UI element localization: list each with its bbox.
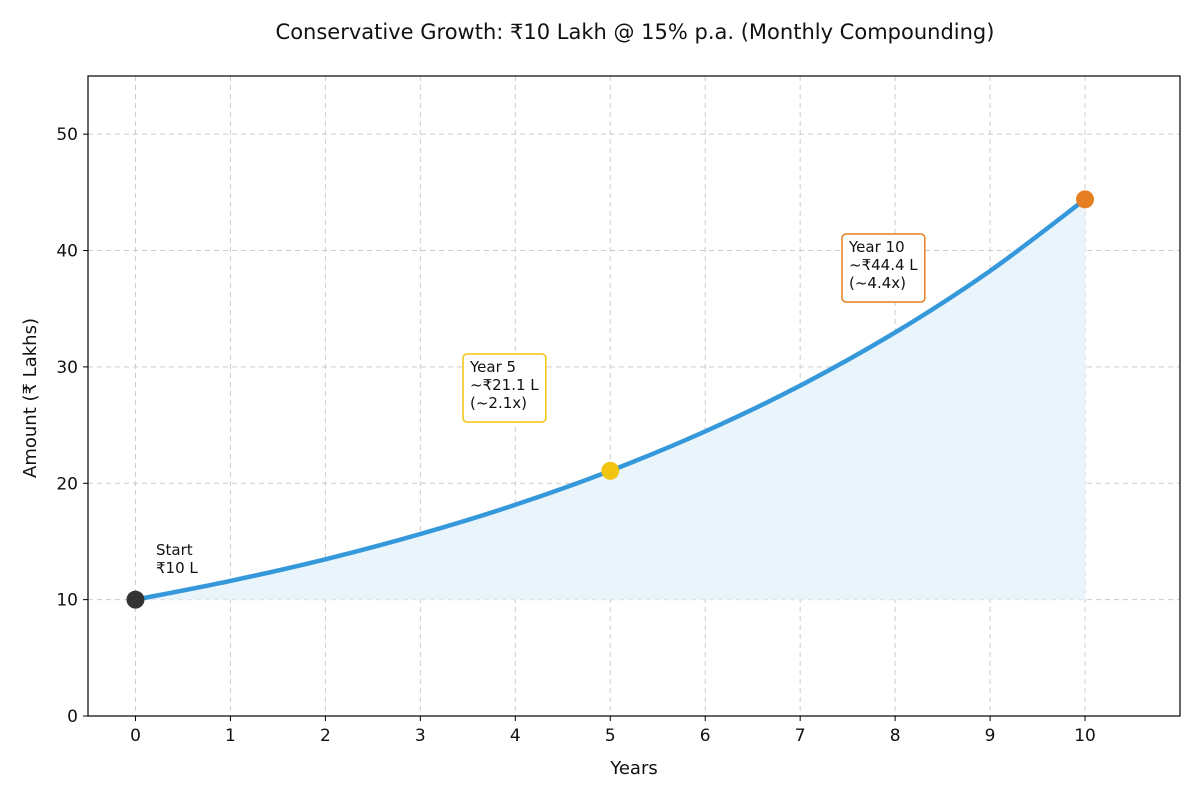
- x-tick-label: 0: [130, 726, 141, 746]
- x-tick-label: 2: [320, 726, 331, 746]
- y-axis-label: Amount (₹ Lakhs): [20, 318, 41, 478]
- y-tick-label: 50: [56, 125, 78, 145]
- annotation-box: [462, 353, 547, 423]
- x-tick-label: 5: [605, 726, 616, 746]
- data-point-marker: [1076, 190, 1095, 209]
- annotation-text: Year 10: [848, 238, 905, 256]
- annotation: Year 10~₹44.4 L(~4.4x): [841, 233, 926, 303]
- y-tick-label: 30: [56, 358, 78, 378]
- area-fill: [135, 199, 1086, 600]
- y-tick-label: 40: [56, 242, 78, 262]
- annotation-box: [841, 233, 926, 303]
- x-tick-label: 10: [1074, 726, 1096, 746]
- x-tick-label: 8: [890, 726, 901, 746]
- annotation-text: (~2.1x): [470, 394, 527, 412]
- annotation-text: ₹10 L: [156, 559, 198, 577]
- annotation-text: ~₹44.4 L: [849, 256, 918, 274]
- data-point-marker: [601, 461, 620, 480]
- x-tick-label: 6: [700, 726, 711, 746]
- annotation-text: (~4.4x): [849, 274, 906, 292]
- x-tick-label: 9: [985, 726, 996, 746]
- x-tick-label: 4: [510, 726, 521, 746]
- plot-frame: [87, 75, 1181, 717]
- annotation-text: Year 5: [469, 358, 516, 376]
- y-tick-label: 0: [67, 707, 78, 727]
- annotation: Year 5~₹21.1 L(~2.1x): [462, 353, 547, 423]
- annotation-text: ~₹21.1 L: [470, 376, 539, 394]
- x-tick-label: 3: [415, 726, 426, 746]
- x-tick-label: 7: [795, 726, 806, 746]
- annotation-text: Start: [156, 541, 193, 559]
- annotation: Start₹10 L: [156, 541, 198, 577]
- chart-title: Conservative Growth: ₹10 Lakh @ 15% p.a.…: [276, 20, 995, 44]
- markers: [126, 190, 1095, 609]
- x-axis-label: Years: [609, 758, 658, 779]
- x-tick-label: 1: [225, 726, 236, 746]
- y-tick-label: 20: [56, 474, 78, 494]
- series-line: [135, 197, 1087, 602]
- y-tick-label: 10: [56, 591, 78, 611]
- ticks: 0 1 2 3 4 5 6 7 8 9 10 0 10 20 30 40 50: [56, 125, 1096, 746]
- data-point-marker: [126, 590, 145, 609]
